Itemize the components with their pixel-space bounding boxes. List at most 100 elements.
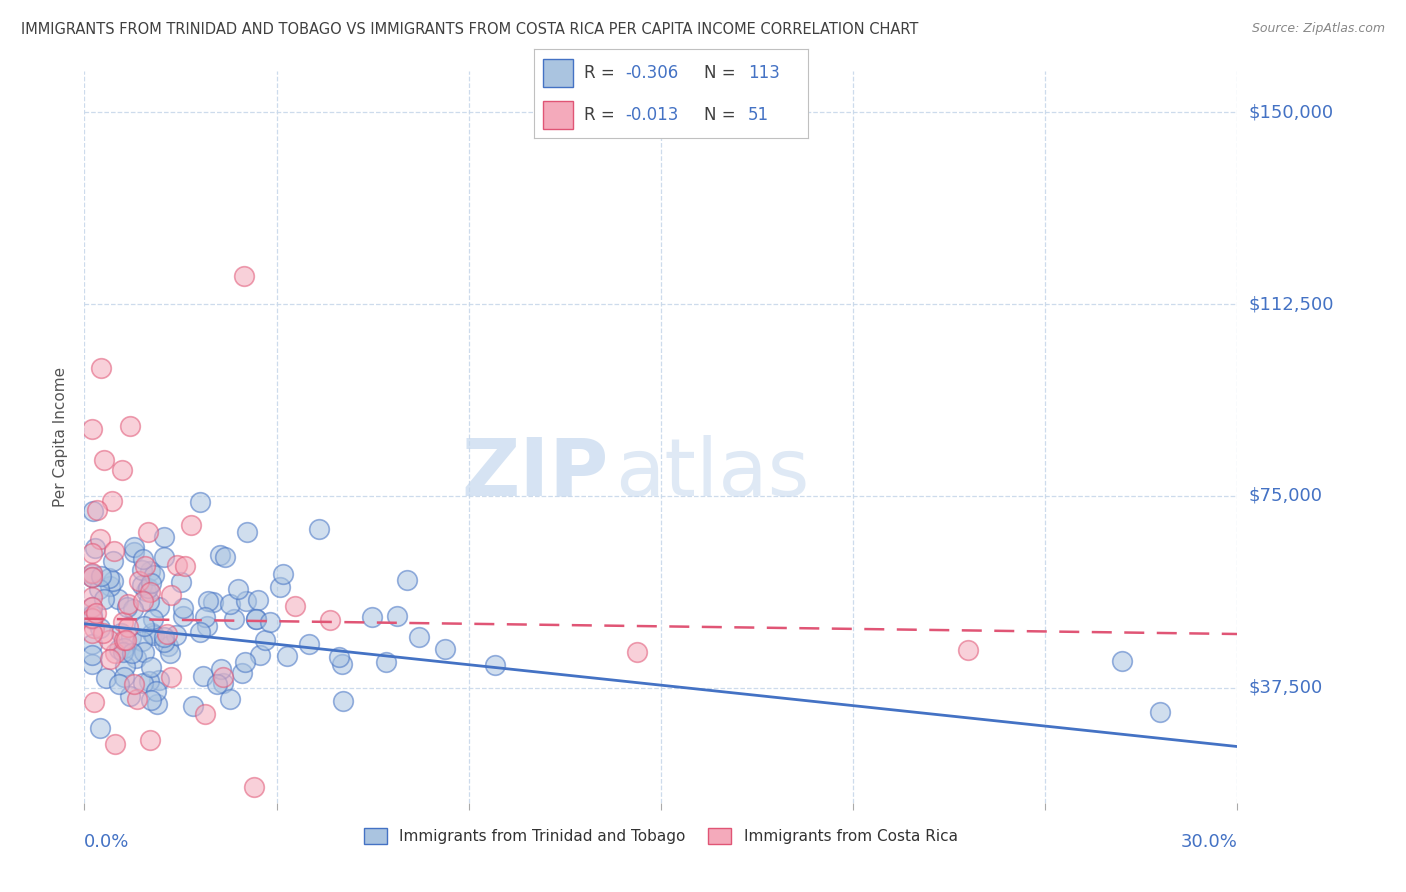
Point (308, 523, 330, 537)
Point (395, 573, 418, 587)
Point (80, 657, 103, 672)
FancyBboxPatch shape (543, 59, 572, 87)
Legend: Immigrants from Trinidad and Tobago, Immigrants from Costa Rica: Immigrants from Trinidad and Tobago, Imm… (359, 822, 963, 850)
Point (259, 615, 281, 629)
Point (1111, 654, 1133, 668)
Point (125, 651, 148, 665)
Point (361, 610, 384, 624)
Point (138, 732, 160, 747)
Point (138, 674, 160, 689)
Point (1149, 706, 1171, 720)
Point (195, 619, 218, 633)
Point (136, 582, 159, 596)
Point (124, 677, 146, 691)
Point (134, 645, 156, 659)
Text: N =: N = (704, 64, 741, 82)
Point (332, 693, 354, 707)
Point (201, 595, 224, 609)
Point (180, 517, 202, 532)
Point (80, 567, 103, 582)
Text: $112,500: $112,500 (1249, 295, 1334, 313)
Point (86, 503, 108, 517)
Point (80, 569, 103, 583)
Point (80, 648, 103, 662)
Point (90, 569, 112, 583)
Point (104, 737, 127, 751)
Point (107, 591, 129, 606)
Point (233, 268, 256, 283)
Point (139, 564, 162, 578)
Point (235, 594, 257, 608)
Point (122, 601, 145, 615)
Text: 30.0%: 30.0% (1181, 833, 1237, 851)
Point (104, 646, 127, 660)
Point (131, 634, 153, 648)
Point (153, 530, 176, 544)
Point (146, 697, 169, 711)
Point (139, 693, 162, 707)
Point (111, 645, 134, 659)
Point (245, 612, 267, 626)
Point (153, 549, 176, 564)
Point (374, 655, 396, 669)
Point (197, 594, 219, 608)
Point (209, 662, 232, 676)
Point (207, 677, 229, 691)
Point (115, 600, 138, 615)
Point (128, 574, 150, 589)
Point (245, 612, 267, 626)
Point (124, 545, 146, 559)
Point (332, 657, 354, 671)
Point (957, 643, 980, 657)
Point (166, 558, 188, 572)
Point (174, 558, 197, 573)
Point (136, 524, 159, 539)
Point (153, 630, 176, 644)
Text: $150,000: $150,000 (1249, 103, 1333, 121)
Point (103, 544, 125, 558)
Point (111, 463, 134, 477)
Point (181, 699, 204, 714)
Text: R =: R = (583, 64, 620, 82)
Point (165, 627, 187, 641)
Point (90, 361, 112, 376)
Point (93, 591, 115, 606)
Point (233, 655, 256, 669)
Point (80, 566, 103, 581)
Point (385, 608, 408, 623)
Point (212, 670, 235, 684)
Point (83, 621, 105, 635)
Point (112, 670, 135, 684)
Point (101, 574, 124, 588)
Point (89, 532, 111, 546)
Point (138, 585, 160, 599)
Point (194, 706, 217, 721)
Point (80, 546, 103, 560)
Point (89, 582, 111, 596)
Point (236, 524, 259, 539)
Point (156, 627, 179, 641)
Point (219, 597, 242, 611)
Point (80, 590, 103, 604)
Point (160, 670, 183, 684)
Text: $37,500: $37,500 (1249, 679, 1323, 697)
Point (226, 582, 249, 597)
Point (484, 657, 506, 672)
Point (159, 588, 181, 602)
Text: $75,000: $75,000 (1249, 487, 1323, 505)
Text: Source: ZipAtlas.com: Source: ZipAtlas.com (1251, 22, 1385, 36)
Point (121, 646, 143, 660)
Point (103, 554, 125, 568)
Point (408, 630, 430, 644)
Point (132, 594, 155, 608)
Point (246, 593, 269, 607)
Text: 113: 113 (748, 64, 780, 82)
Point (80, 422, 103, 436)
Point (172, 608, 194, 623)
Point (143, 627, 166, 641)
Point (156, 639, 179, 653)
Point (100, 494, 122, 508)
Point (114, 658, 136, 673)
Text: atlas: atlas (614, 434, 808, 513)
Point (209, 548, 232, 562)
